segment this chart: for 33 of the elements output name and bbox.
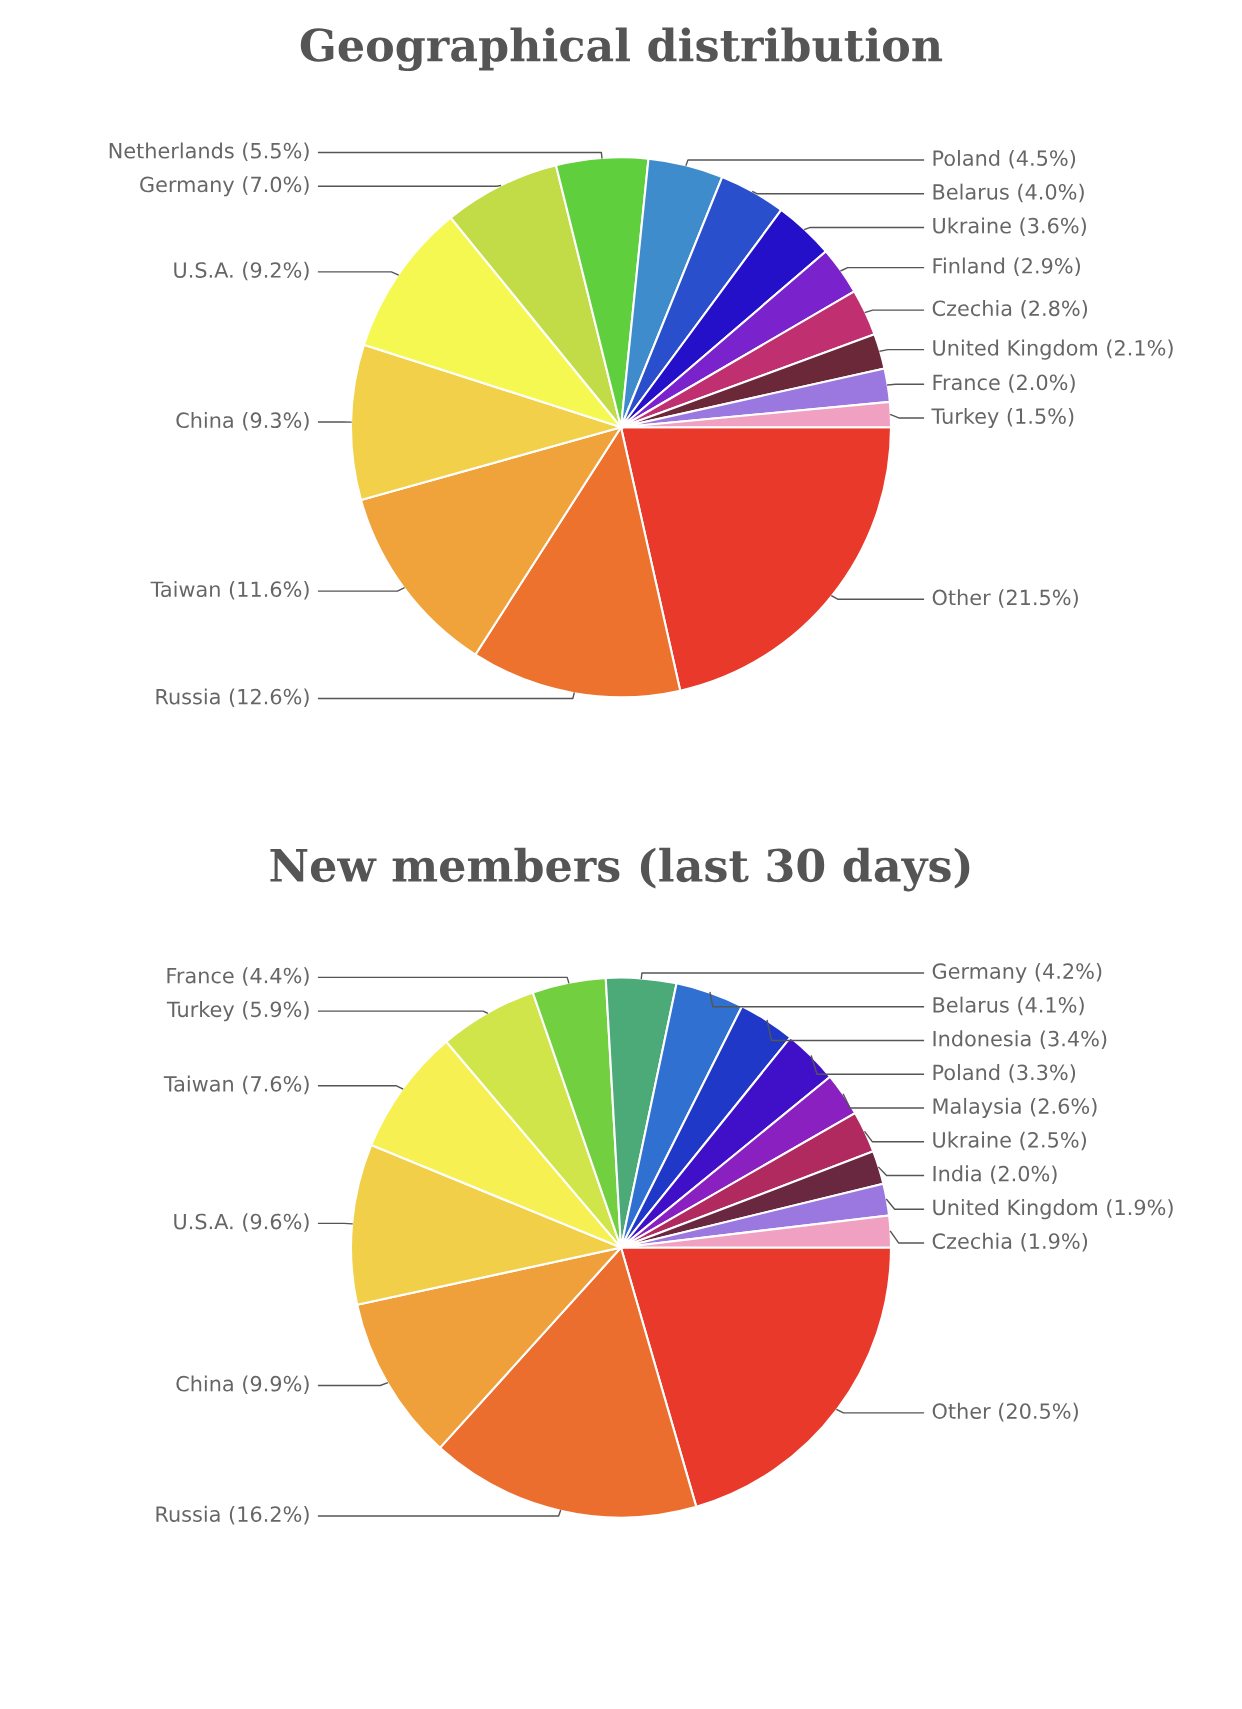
- slice-label: Other (21.5%): [932, 589, 1078, 608]
- slice-label: Malaysia (2.6%): [933, 1097, 1097, 1119]
- slice-label: Germany (7.0%): [140, 176, 309, 197]
- slice-label: Czechia (2.8%): [932, 300, 1088, 319]
- chart-title: New members (last 30 days): [270, 847, 970, 892]
- slice-label: U.S.A. (9.6%): [174, 1213, 309, 1232]
- slice-label: India (2.0%): [933, 1165, 1057, 1184]
- slice-label: United Kingdom (2.1%): [933, 339, 1173, 360]
- slice-label: Ukraine (3.6%): [933, 217, 1086, 236]
- slice-label: Indonesia (3.4%): [933, 1030, 1107, 1049]
- slice-label: Poland (3.3%): [933, 1064, 1076, 1083]
- slice-label: Taiwan (7.6%): [163, 1075, 309, 1095]
- slice-label: Netherlands (5.5%): [109, 142, 309, 162]
- slice-label: Belarus (4.0%): [933, 183, 1084, 203]
- slice-label: France (2.0%): [933, 374, 1075, 393]
- slice-label: Taiwan (11.6%): [150, 581, 309, 600]
- slice-label: Other (20.5%): [932, 1402, 1078, 1422]
- slice-label: Turkey (1.5%): [931, 407, 1074, 429]
- slice-label: Germany (4.2%): [932, 962, 1102, 984]
- slice-label: Finland (2.9%): [933, 257, 1080, 277]
- slice-label: Russia (12.6%): [156, 688, 309, 707]
- slice-label: Ukraine (2.5%): [933, 1131, 1086, 1151]
- slice-label: United Kingdom (1.9%): [933, 1199, 1173, 1220]
- slice-label: China (9.9%): [176, 1375, 309, 1395]
- slice-label: Russia (16.2%): [156, 1505, 309, 1525]
- slice-label: Poland (4.5%): [933, 149, 1076, 169]
- slice-label: Turkey (5.9%): [166, 1001, 309, 1022]
- slice-label: Czechia (1.9%): [932, 1232, 1088, 1252]
- slice-label: Belarus (4.1%): [933, 996, 1084, 1016]
- chart-title: Geographical distribution: [300, 27, 943, 72]
- slice-label: France (4.4%): [167, 967, 309, 986]
- slice-label: U.S.A. (9.2%): [174, 261, 309, 281]
- slice-label: China (9.3%): [176, 411, 309, 431]
